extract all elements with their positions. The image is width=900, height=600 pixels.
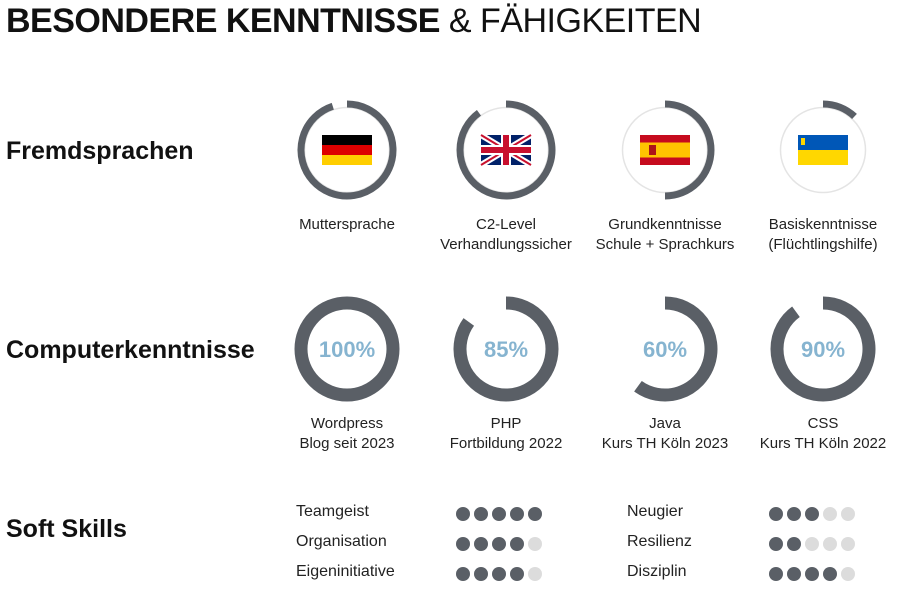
rating-dot-filled bbox=[474, 507, 488, 521]
rating-dot-empty bbox=[841, 567, 855, 581]
progress-arc bbox=[297, 100, 397, 200]
language-ring bbox=[770, 97, 876, 203]
progress-arc bbox=[822, 100, 857, 120]
language-ring bbox=[612, 97, 718, 203]
rating-dot-filled bbox=[823, 567, 837, 581]
skill-rating bbox=[769, 567, 855, 583]
computer-ring: 100% bbox=[294, 296, 400, 402]
soft-skill-label: Organisation bbox=[296, 533, 387, 550]
caption-line2: Verhandlungssicher bbox=[440, 236, 572, 253]
progress-arc bbox=[456, 100, 556, 200]
computer-caption: Wordpress Blog seit 2023 bbox=[272, 414, 422, 454]
title-bold: BESONDERE KENNTNISSE bbox=[6, 2, 440, 40]
computer-ring: 90% bbox=[770, 296, 876, 402]
rating-dot-filled bbox=[474, 537, 488, 551]
soft-skill-label: Resilienz bbox=[627, 533, 692, 550]
rating-dot-filled bbox=[787, 537, 801, 551]
caption-line1: Java bbox=[649, 415, 681, 432]
language-caption: Basiskenntnisse (Flüchtlingshilfe) bbox=[748, 215, 898, 255]
soft-skill-label: Eigeninitiative bbox=[296, 563, 395, 580]
percent-label: 60% bbox=[643, 337, 687, 362]
progress-arc bbox=[770, 296, 876, 402]
soft-skill-label: Disziplin bbox=[627, 563, 687, 580]
skill-rating bbox=[456, 537, 542, 553]
rating-dot-filled bbox=[456, 537, 470, 551]
computer-caption: CSS Kurs TH Köln 2022 bbox=[748, 414, 898, 454]
caption-line1: Wordpress bbox=[310, 415, 384, 432]
caption-line1: PHP bbox=[490, 415, 522, 432]
computer-ring: 85% bbox=[453, 296, 559, 402]
rating-dot-filled bbox=[787, 507, 801, 521]
rating-dot-filled bbox=[510, 507, 524, 521]
rating-dot-empty bbox=[823, 507, 837, 521]
rating-dot-filled bbox=[805, 567, 819, 581]
progress-arc bbox=[634, 296, 718, 402]
progress-arc bbox=[664, 100, 715, 200]
caption-line2: (Flüchtlingshilfe) bbox=[768, 236, 878, 253]
caption-line2: Blog seit 2023 bbox=[299, 435, 395, 452]
rating-dot-filled bbox=[510, 537, 524, 551]
uk-flag bbox=[479, 132, 533, 168]
rating-dot-filled bbox=[492, 537, 506, 551]
caption-line1: CSS bbox=[807, 415, 839, 432]
language-caption: Muttersprache bbox=[272, 215, 422, 235]
language-caption: Grundkenntnisse Schule + Sprachkurs bbox=[590, 215, 740, 255]
skill-rating bbox=[456, 507, 542, 523]
language-ring bbox=[453, 97, 559, 203]
rating-dot-empty bbox=[841, 537, 855, 551]
rating-dot-empty bbox=[823, 537, 837, 551]
section-label-soft-skills: Soft Skills bbox=[6, 515, 127, 543]
germany-flag bbox=[322, 135, 372, 165]
section-label-computer: Computerkenntnisse bbox=[6, 336, 255, 364]
caption-line2: Schule + Sprachkurs bbox=[595, 236, 735, 253]
caption-line1: Grundkenntnisse bbox=[608, 216, 722, 233]
rating-dot-filled bbox=[769, 567, 783, 581]
rating-dot-filled bbox=[474, 567, 488, 581]
title-light: & FÄHIGKEITEN bbox=[448, 2, 702, 40]
skill-rating bbox=[769, 537, 855, 553]
rating-dot-empty bbox=[528, 537, 542, 551]
caption-line1: Muttersprache bbox=[299, 216, 395, 233]
spain-flag bbox=[640, 135, 690, 165]
ukraine-flag bbox=[798, 135, 848, 165]
computer-ring: 60% bbox=[612, 296, 718, 402]
caption-line1: C2-Level bbox=[475, 216, 537, 233]
rating-dot-filled bbox=[769, 537, 783, 551]
percent-label: 100% bbox=[319, 337, 375, 362]
computer-caption: Java Kurs TH Köln 2023 bbox=[590, 414, 740, 454]
soft-skill-label: Teamgeist bbox=[296, 503, 369, 520]
progress-arc bbox=[453, 296, 559, 402]
rating-dot-filled bbox=[769, 507, 783, 521]
caption-line2: Kurs TH Köln 2023 bbox=[601, 435, 729, 452]
page-title: BESONDERE KENNTNISSE & FÄHIGKEITEN bbox=[6, 2, 702, 41]
section-label-languages: Fremdsprachen bbox=[6, 137, 194, 165]
caption-line2: Fortbildung 2022 bbox=[449, 435, 563, 452]
rating-dot-filled bbox=[528, 507, 542, 521]
soft-skill-label: Neugier bbox=[627, 503, 684, 520]
skill-rating bbox=[769, 507, 855, 523]
rating-dot-filled bbox=[492, 567, 506, 581]
computer-caption: PHP Fortbildung 2022 bbox=[431, 414, 581, 454]
caption-line1: Basiskenntnisse bbox=[768, 216, 878, 233]
language-ring bbox=[294, 97, 400, 203]
rating-dot-filled bbox=[456, 567, 470, 581]
skill-rating bbox=[456, 567, 542, 583]
rating-dot-empty bbox=[841, 507, 855, 521]
rating-dot-filled bbox=[805, 507, 819, 521]
rating-dot-filled bbox=[456, 507, 470, 521]
language-caption: C2-Level Verhandlungssicher bbox=[431, 215, 581, 255]
rating-dot-filled bbox=[492, 507, 506, 521]
rating-dot-filled bbox=[787, 567, 801, 581]
rating-dot-filled bbox=[510, 567, 524, 581]
progress-arc bbox=[294, 296, 400, 402]
rating-dot-empty bbox=[805, 537, 819, 551]
percent-label: 85% bbox=[484, 337, 528, 362]
rating-dot-empty bbox=[528, 567, 542, 581]
percent-label: 90% bbox=[801, 337, 845, 362]
caption-line2: Kurs TH Köln 2022 bbox=[759, 435, 887, 452]
